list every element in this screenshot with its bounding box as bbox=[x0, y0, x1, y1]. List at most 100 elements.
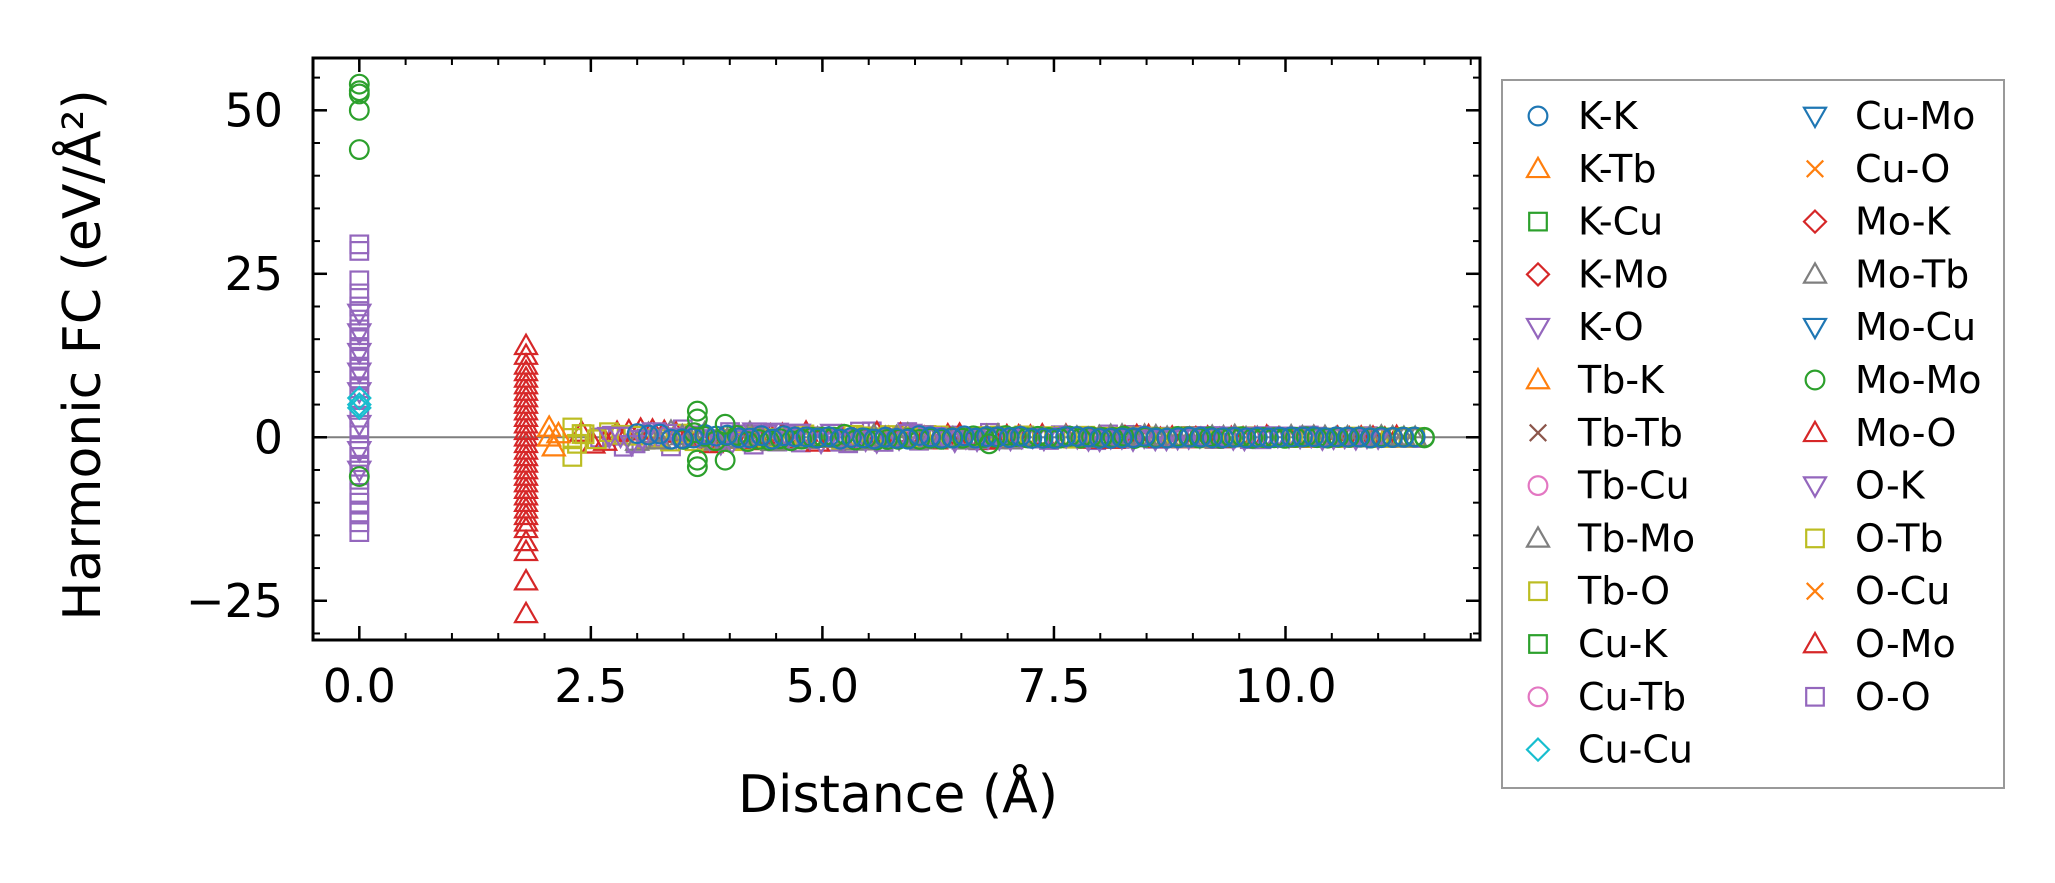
legend-label: Tb-Cu bbox=[1577, 464, 1690, 508]
data-point bbox=[874, 426, 896, 448]
data-point bbox=[346, 323, 373, 346]
data-point bbox=[1404, 426, 1426, 448]
data-point bbox=[562, 446, 583, 467]
data-point bbox=[1201, 427, 1223, 449]
data-point bbox=[513, 437, 539, 460]
data-point bbox=[346, 303, 373, 327]
data-point bbox=[714, 449, 736, 471]
legend-label: O-Tb bbox=[1855, 516, 1944, 560]
data-point bbox=[1122, 427, 1144, 449]
data-point bbox=[346, 395, 372, 421]
legend-item: K-K bbox=[1527, 94, 1639, 138]
legend-label: Cu-O bbox=[1855, 147, 1950, 191]
data-point bbox=[629, 429, 656, 453]
data-point bbox=[908, 425, 930, 446]
data-point bbox=[348, 139, 370, 161]
legend-item: Mo-O bbox=[1802, 411, 1956, 455]
data-point bbox=[784, 426, 806, 448]
legend-marker bbox=[1802, 106, 1828, 130]
data-point bbox=[513, 391, 539, 414]
data-point bbox=[513, 509, 539, 532]
data-point bbox=[1291, 426, 1313, 448]
legend-marker bbox=[1805, 159, 1825, 178]
legend-label: O-K bbox=[1855, 464, 1926, 508]
data-point bbox=[513, 600, 539, 624]
data-point bbox=[1111, 427, 1133, 449]
data-point bbox=[1021, 427, 1043, 449]
data-point bbox=[964, 427, 986, 449]
legend-item: Cu-Tb bbox=[1527, 675, 1686, 719]
data-point bbox=[737, 431, 759, 453]
x-tick-label: 10.0 bbox=[1234, 659, 1336, 713]
data-point bbox=[346, 460, 373, 484]
data-point bbox=[649, 423, 671, 445]
axes: 0.0 2.5 5.0 7.5 10.0 −25 0 25 50 bbox=[186, 56, 1482, 713]
legend-item: Tb-Tb bbox=[1528, 411, 1683, 455]
data-point bbox=[773, 425, 795, 447]
legend-label: Tb-Mo bbox=[1577, 516, 1695, 560]
data-point bbox=[852, 427, 874, 449]
legend-marker bbox=[1528, 634, 1548, 654]
data-point bbox=[349, 388, 370, 408]
legend-marker bbox=[1525, 317, 1551, 341]
data-point bbox=[952, 427, 974, 449]
data-point bbox=[1393, 426, 1415, 448]
data-point bbox=[513, 489, 539, 513]
data-point bbox=[877, 428, 898, 450]
data-point bbox=[513, 528, 539, 552]
data-point bbox=[762, 428, 783, 450]
data-point bbox=[683, 427, 704, 449]
data-point bbox=[513, 538, 539, 562]
data-point bbox=[840, 427, 862, 448]
data-point bbox=[1337, 426, 1358, 448]
data-point bbox=[863, 428, 885, 450]
legend-item: Cu-Mo bbox=[1802, 94, 1975, 138]
data-point bbox=[545, 420, 572, 444]
x-tick-label: 0.0 bbox=[323, 659, 396, 713]
legend-label: Mo-K bbox=[1855, 200, 1951, 244]
data-point bbox=[1303, 426, 1325, 448]
data-point bbox=[942, 427, 964, 449]
legend-label: Mo-Mo bbox=[1855, 358, 1982, 402]
data-point bbox=[919, 426, 941, 448]
legend-marker bbox=[1525, 737, 1551, 763]
legend-marker bbox=[1802, 209, 1828, 235]
legend-marker bbox=[1525, 525, 1551, 548]
legend-item: Cu-K bbox=[1528, 622, 1668, 666]
data-point bbox=[513, 397, 539, 421]
x-tick-label: 5.0 bbox=[786, 659, 859, 713]
data-point bbox=[513, 456, 539, 480]
axes-frame bbox=[311, 56, 1482, 642]
data-point bbox=[1246, 426, 1268, 448]
legend-marker bbox=[1527, 475, 1549, 497]
legend-marker bbox=[1802, 419, 1828, 443]
legend-marker bbox=[1528, 581, 1548, 602]
data-point bbox=[953, 425, 975, 447]
data-point bbox=[348, 83, 370, 105]
legend-label: K-Mo bbox=[1578, 252, 1669, 296]
data-point bbox=[1167, 427, 1189, 449]
x-axis-label: Distance (Å) bbox=[738, 763, 1058, 825]
data-point bbox=[513, 482, 539, 506]
legend-marker bbox=[1805, 686, 1825, 707]
data-point bbox=[618, 434, 645, 458]
data-point bbox=[716, 424, 738, 446]
x-tick-label: 2.5 bbox=[554, 659, 627, 713]
legend-item: Mo-Cu bbox=[1802, 305, 1976, 349]
data-point bbox=[513, 365, 539, 388]
y-tick-label: −25 bbox=[186, 574, 283, 628]
data-point bbox=[513, 371, 539, 395]
legend-label: K-Tb bbox=[1578, 147, 1657, 191]
legend-label: O-O bbox=[1855, 675, 1931, 719]
data-point bbox=[513, 476, 539, 499]
legend-item: Tb-O bbox=[1528, 569, 1670, 613]
data-point bbox=[513, 417, 539, 441]
data-point bbox=[1269, 426, 1291, 448]
data-points bbox=[346, 73, 1435, 624]
data-point bbox=[1100, 427, 1122, 449]
data-point bbox=[513, 450, 539, 473]
data-point bbox=[660, 428, 682, 450]
legend-item: Cu-Cu bbox=[1525, 728, 1693, 772]
data-point bbox=[750, 425, 772, 447]
data-point bbox=[346, 441, 373, 464]
